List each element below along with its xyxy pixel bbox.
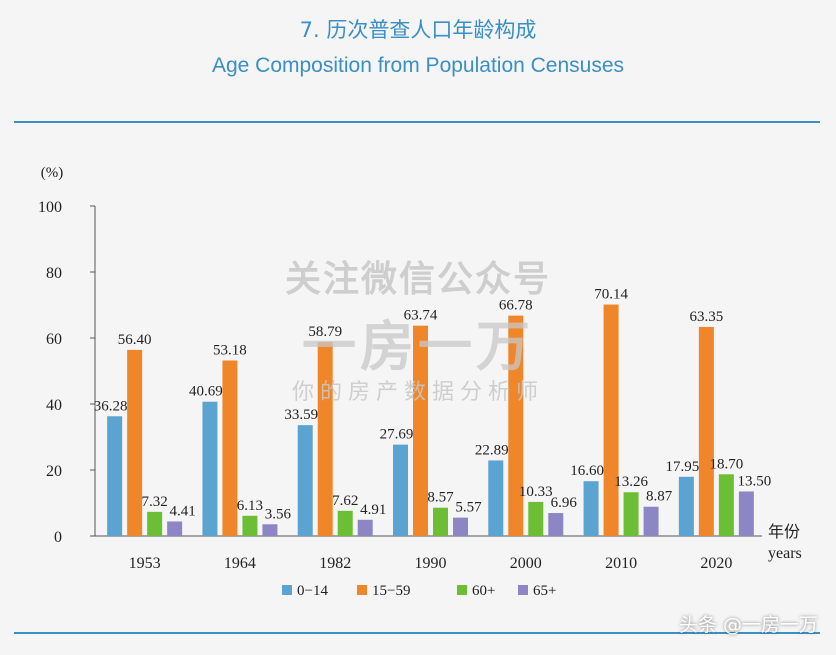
y-tick-label: 60 (46, 331, 62, 348)
bar (678, 476, 694, 536)
bar (413, 325, 428, 536)
bar (147, 511, 163, 536)
bar (127, 349, 143, 536)
bar (262, 524, 278, 536)
data-label: 53.18 (213, 343, 247, 359)
bar (297, 425, 313, 536)
legend-swatch (357, 585, 367, 595)
data-label: 17.95 (665, 459, 699, 475)
footer-credit: 头条 @一房一万 (678, 614, 818, 636)
y-axis-label: (%) (41, 165, 64, 181)
x-tick-label: 1982 (319, 555, 351, 572)
bar (718, 474, 734, 536)
y-tick-label: 20 (46, 463, 62, 480)
data-label: 22.89 (475, 442, 509, 458)
bar (242, 515, 258, 536)
bar (453, 517, 468, 536)
bar (603, 304, 619, 536)
x-tick-label: 2000 (510, 555, 542, 572)
top-divider (14, 121, 820, 123)
bar (548, 513, 564, 536)
data-label: 63.35 (689, 309, 723, 325)
data-label: 3.56 (265, 506, 292, 522)
data-label: 36.28 (94, 398, 128, 414)
bar (222, 360, 238, 536)
bar (508, 315, 524, 536)
data-label: 27.69 (380, 427, 414, 443)
x-tick-label: 1990 (415, 555, 447, 572)
data-label: 13.50 (737, 473, 771, 489)
data-label: 66.78 (499, 298, 533, 314)
bar (488, 460, 504, 536)
data-label: 70.14 (594, 287, 628, 303)
bar (393, 444, 408, 536)
bottom-divider (14, 632, 820, 634)
data-label: 58.79 (308, 324, 342, 340)
data-label: 40.69 (189, 384, 223, 400)
data-label: 4.41 (170, 503, 196, 519)
legend-label: 0−14 (297, 583, 328, 599)
watermark-line2: 一房一万 (302, 315, 534, 378)
y-tick-label: 80 (46, 265, 62, 282)
bar (202, 401, 218, 536)
data-label: 7.62 (332, 493, 358, 509)
bar (623, 492, 639, 536)
watermark-line1: 关注微信公众号 (284, 259, 551, 300)
data-label: 4.91 (360, 502, 386, 518)
data-label: 6.96 (551, 495, 578, 511)
bar (528, 501, 544, 536)
bar (317, 341, 333, 536)
data-label: 6.13 (237, 498, 263, 514)
x-tick-label: 1953 (129, 555, 161, 572)
data-label: 16.60 (570, 463, 604, 479)
y-tick-label: 100 (38, 199, 62, 216)
x-tick-label: 1964 (224, 555, 256, 572)
x-tick-label: 2010 (605, 555, 637, 572)
bar (337, 510, 353, 536)
legend-label: 60+ (472, 583, 495, 599)
data-label: 7.32 (142, 494, 168, 510)
legend-label: 65+ (533, 583, 556, 599)
data-label: 56.40 (118, 332, 152, 348)
chart-title-cn: 7. 历次普查人口年龄构成 (299, 18, 537, 42)
data-label: 8.57 (427, 490, 454, 506)
bar (167, 521, 183, 536)
data-label: 33.59 (284, 407, 318, 423)
bar (698, 326, 714, 536)
data-label: 63.74 (404, 308, 438, 324)
data-label: 10.33 (519, 484, 553, 500)
bar (583, 481, 599, 536)
bar (107, 416, 123, 536)
data-label: 8.87 (646, 489, 673, 505)
watermark-line3: 你的房产数据分析师 (291, 380, 544, 405)
x-tick-label: 2020 (700, 555, 732, 572)
x-axis-label-cn: 年份 (768, 522, 800, 541)
data-label: 13.26 (614, 474, 648, 490)
legend-label: 15−59 (372, 583, 410, 599)
bar (738, 491, 754, 536)
legend-swatch (518, 585, 528, 595)
legend-swatch (457, 585, 467, 595)
data-label: 18.70 (709, 456, 743, 472)
y-tick-label: 40 (46, 397, 62, 414)
bar (433, 507, 448, 536)
x-axis-label-en: years (768, 545, 802, 562)
bar (357, 519, 373, 536)
y-tick-label: 0 (54, 529, 62, 546)
legend-swatch (282, 585, 292, 595)
data-label: 5.57 (455, 500, 482, 516)
bar (643, 506, 659, 536)
chart-title-en: Age Composition from Population Censuses (211, 54, 625, 77)
